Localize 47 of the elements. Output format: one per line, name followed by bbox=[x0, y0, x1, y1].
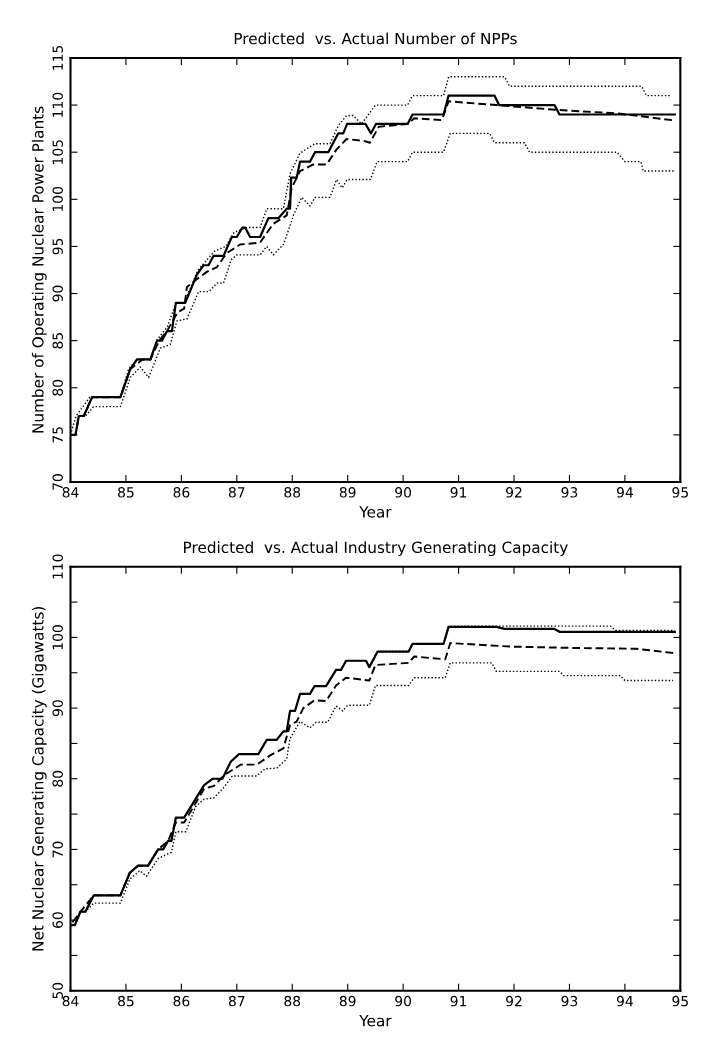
x-tick-label: 85 bbox=[118, 995, 134, 1007]
x-tick-label: 90 bbox=[395, 995, 412, 1007]
y-tick-label: 100 bbox=[52, 625, 63, 650]
x-tick-label: 94 bbox=[616, 995, 633, 1007]
y-tick-label: 75 bbox=[52, 427, 63, 443]
x-tick-label: 87 bbox=[228, 487, 245, 498]
x-tick-label: 91 bbox=[450, 995, 467, 1007]
y-tick-label: 50 bbox=[52, 982, 63, 999]
x-tick-label: 95 bbox=[672, 487, 688, 498]
x-tick-label: 91 bbox=[450, 487, 467, 498]
y-tick-label: 110 bbox=[52, 92, 63, 117]
y-tick-label: 115 bbox=[52, 45, 63, 70]
x-tick-label: 88 bbox=[284, 995, 301, 1007]
y-tick-label: 100 bbox=[52, 186, 63, 212]
chart-title: Predicted vs. Actual Number of NPPs bbox=[234, 32, 517, 45]
y-tick-label: 105 bbox=[52, 140, 63, 164]
y-axis-title: Number of Operating Nuclear Power Plants bbox=[31, 106, 47, 433]
x-tick-label: 84 bbox=[62, 995, 79, 1007]
y-tick-label: 90 bbox=[52, 700, 63, 717]
y-tick-label: 110 bbox=[52, 554, 63, 579]
x-tick-label: 90 bbox=[395, 487, 412, 498]
y-axis-title: Net Nuclear Generating Capacity (Gigawatts) bbox=[31, 606, 47, 951]
y-tick-label: 60 bbox=[52, 912, 63, 928]
y-tick-label: 70 bbox=[52, 841, 63, 858]
x-tick-label: 84 bbox=[62, 487, 79, 498]
x-axis-title: Year bbox=[359, 506, 392, 518]
x-tick-label: 93 bbox=[561, 487, 578, 498]
x-tick-label: 89 bbox=[339, 995, 356, 1007]
x-tick-label: 94 bbox=[616, 487, 633, 498]
x-tick-label: 86 bbox=[173, 487, 190, 498]
y-tick-label: 80 bbox=[52, 770, 63, 787]
y-tick-label: 85 bbox=[52, 333, 63, 349]
x-tick-label: 89 bbox=[339, 487, 356, 498]
x-tick-label: 92 bbox=[506, 487, 522, 498]
y-tick-label: 70 bbox=[52, 474, 63, 490]
x-tick-label: 92 bbox=[506, 995, 522, 1007]
x-axis-title: Year bbox=[359, 1015, 392, 1027]
x-tick-label: 88 bbox=[284, 487, 301, 498]
chart-title: Predicted vs. Actual Industry Generating Capacity bbox=[184, 541, 568, 557]
y-tick-label: 80 bbox=[52, 379, 63, 396]
x-tick-label: 85 bbox=[118, 487, 134, 498]
y-tick-label: 90 bbox=[52, 285, 63, 302]
x-tick-label: 95 bbox=[672, 995, 688, 1007]
y-tick-label: 95 bbox=[52, 238, 63, 255]
x-tick-label: 87 bbox=[228, 995, 245, 1007]
x-tick-label: 93 bbox=[561, 995, 578, 1007]
x-tick-label: 86 bbox=[173, 995, 190, 1007]
